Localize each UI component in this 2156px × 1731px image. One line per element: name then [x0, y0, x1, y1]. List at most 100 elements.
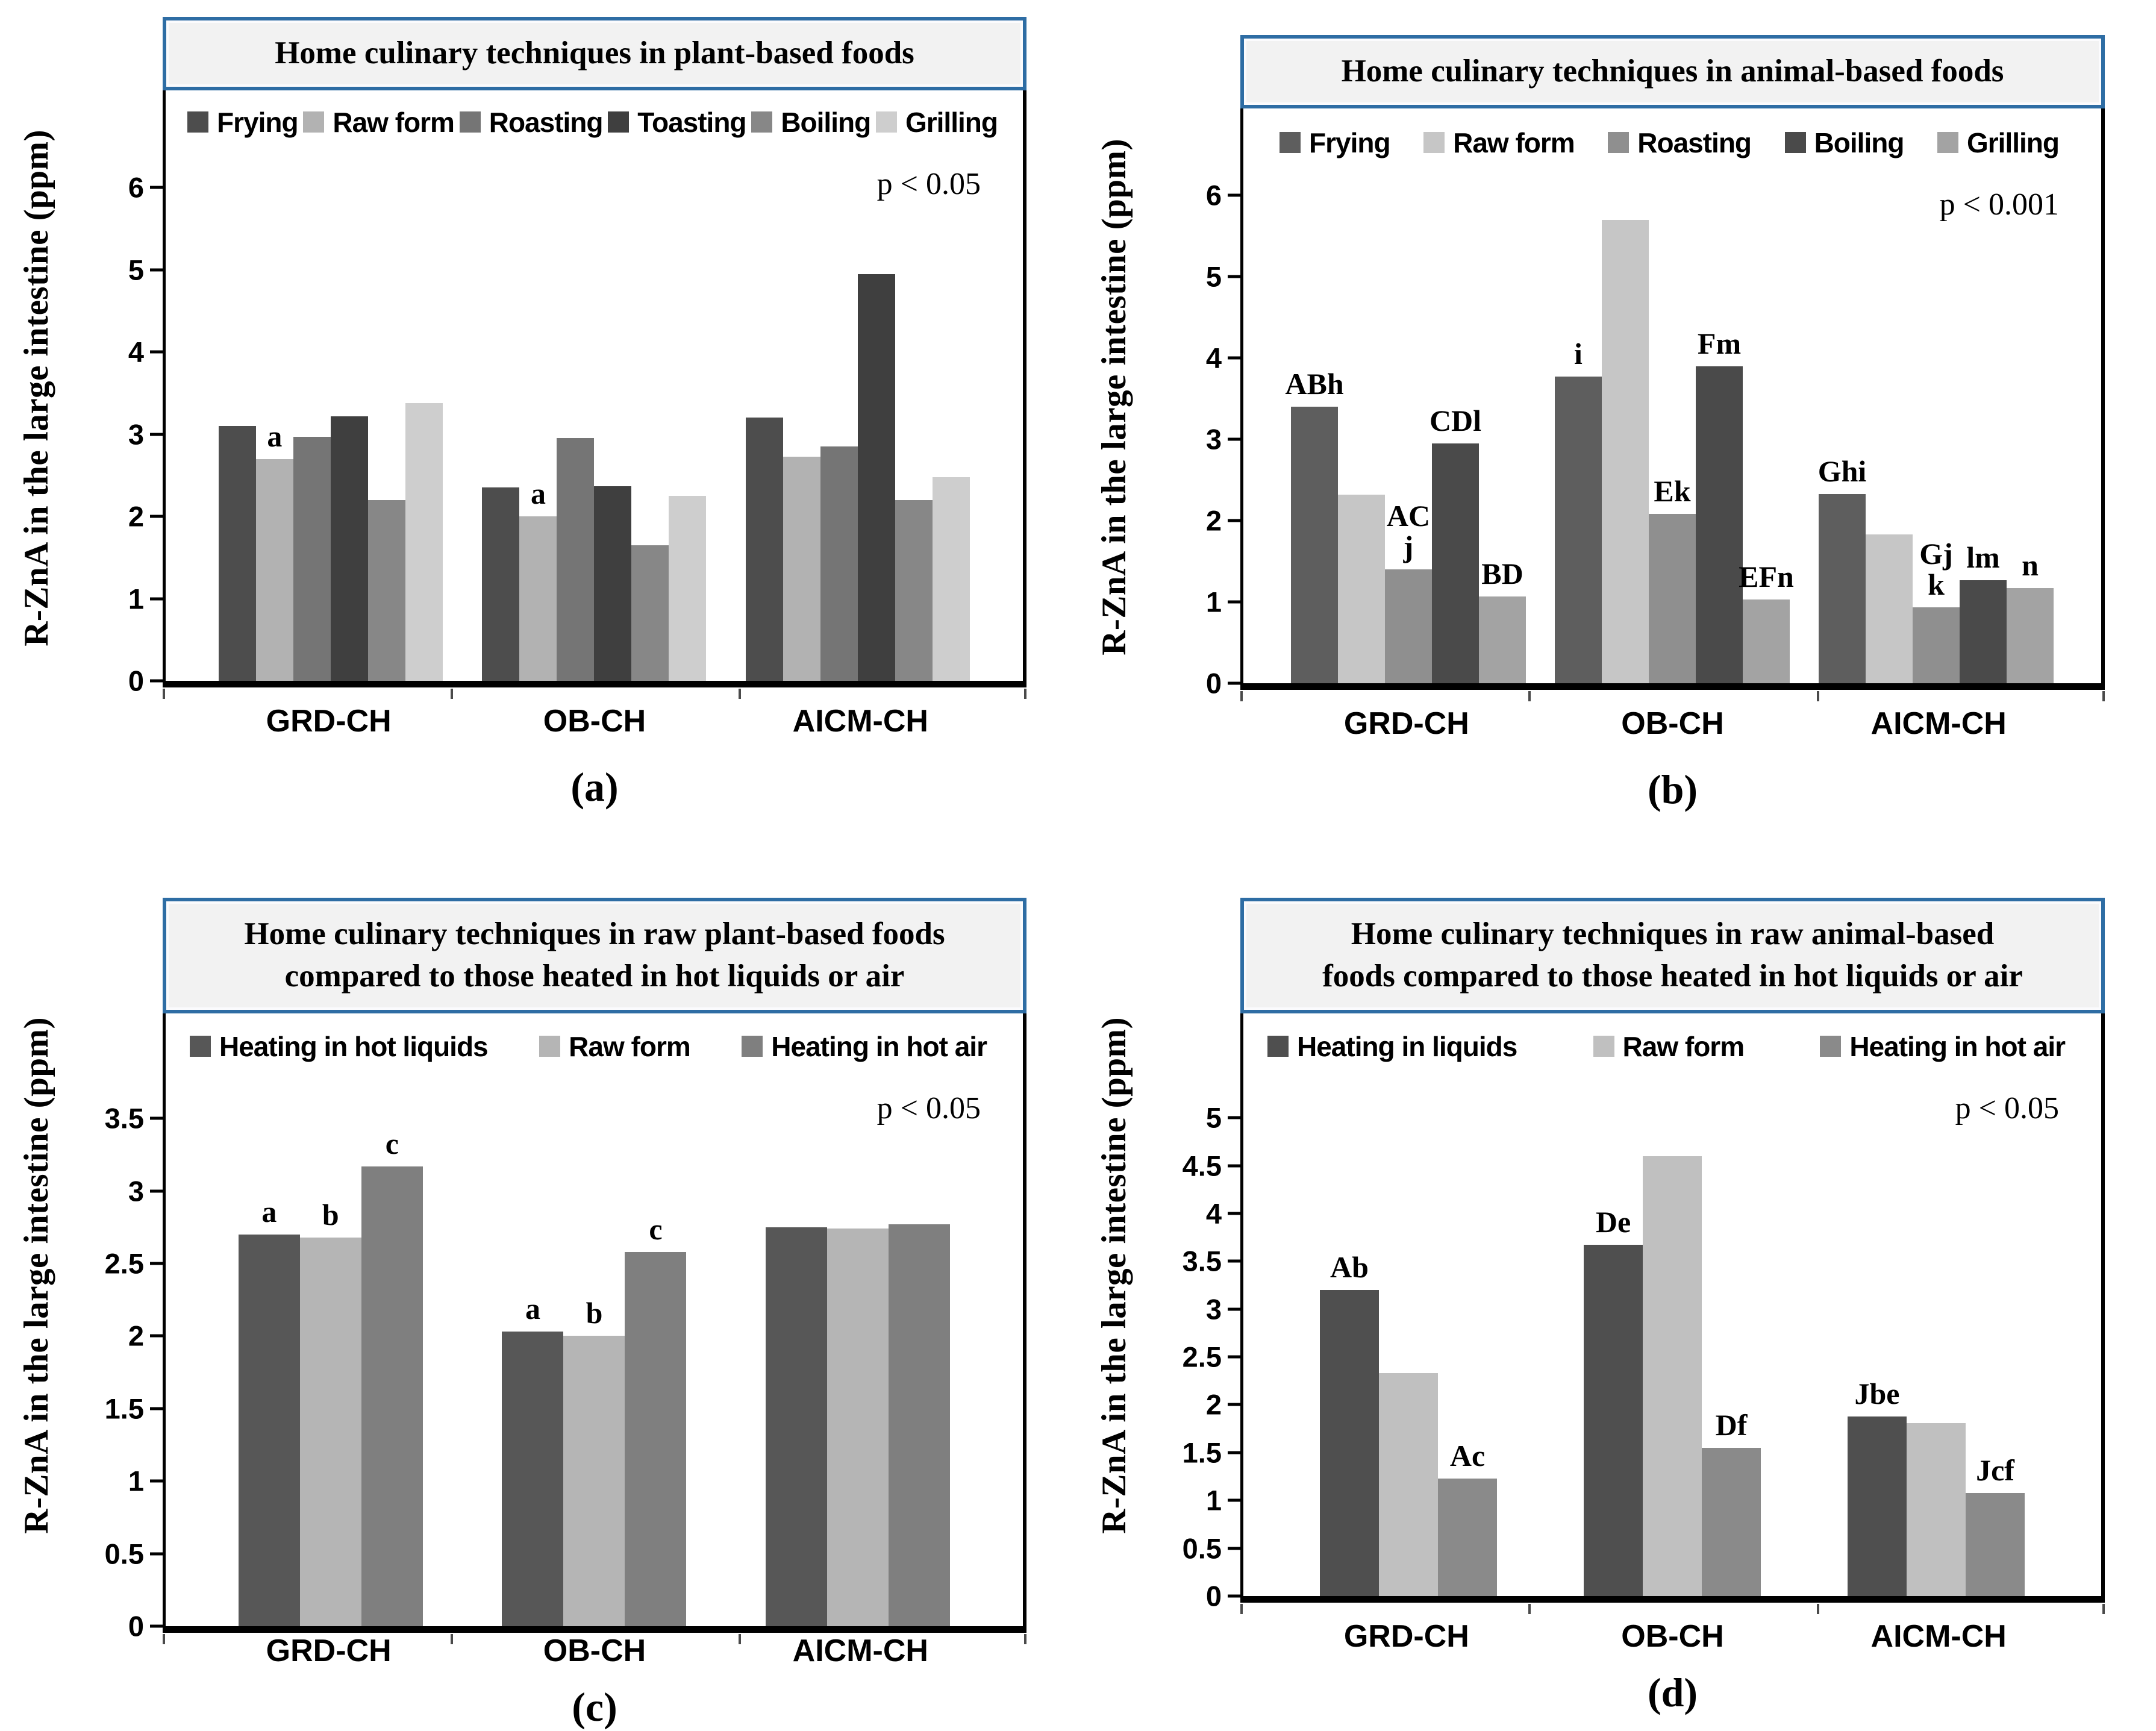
y-tick-mark	[1228, 356, 1243, 360]
y-tick-label: 6	[128, 171, 144, 204]
x-tick-mark	[1528, 690, 1531, 701]
y-axis-tick: 5	[1153, 260, 1243, 293]
panel-d: R-ZnA in the large intestine (ppm) Home …	[1078, 862, 2156, 1725]
bar	[557, 438, 595, 681]
legend-swatch	[875, 111, 897, 133]
y-axis-tick: 2	[1153, 1388, 1243, 1421]
chart-title-line: compared to those heated in hot liquids …	[284, 958, 905, 994]
y-tick-label: 1	[1205, 586, 1222, 618]
bar-group-OB-CH: a	[482, 151, 707, 681]
chart-title-box: Home culinary techniques in plant-based …	[163, 17, 1026, 90]
bar	[1866, 534, 1913, 683]
bar	[1379, 1373, 1438, 1596]
panel-b-main: Home culinary techniques in animal-based…	[1150, 35, 2156, 862]
significance-label: b	[586, 1296, 603, 1330]
panel-caption: (b)	[1647, 766, 1698, 812]
chart-title-box: Home culinary techniques in raw plant-ba…	[163, 898, 1026, 1013]
p-value-label: p < 0.05	[1955, 1091, 2059, 1125]
y-axis-tick: 3	[1153, 1292, 1243, 1326]
chart-title-box: Home culinary techniques in raw animal-b…	[1240, 898, 2105, 1013]
chart-legend: Heating in liquids Raw form Heating in hot…	[1243, 1013, 2101, 1066]
significance-label: a	[267, 419, 283, 453]
legend-label: Grilling	[1966, 127, 2060, 158]
y-tick-label: 4	[1205, 342, 1222, 374]
y-tick-label: 3	[128, 1175, 144, 1207]
legend-swatch	[190, 1036, 211, 1057]
legend-item: Frying	[1280, 127, 1391, 159]
panel-a-main: Home culinary techniques in plant-based …	[72, 17, 1078, 862]
legend-label: Frying	[217, 106, 299, 138]
legend-label: Grilling	[905, 106, 998, 138]
y-tick-label: 3	[1205, 1293, 1222, 1326]
bar	[482, 487, 520, 681]
legend-label: Heating in hot liquids	[219, 1030, 489, 1062]
y-axis-tick: 0.5	[75, 1537, 166, 1570]
legend-item: Boiling	[751, 106, 871, 139]
y-tick-mark	[150, 1116, 166, 1120]
chart-area: Heating in hot liquids Raw form Heating in…	[105, 1013, 1026, 1642]
legend-swatch	[1820, 1036, 1842, 1057]
bar: Df	[1702, 1409, 1761, 1596]
y-tick-label: 0	[128, 665, 144, 697]
y-tick-label: 0	[1205, 667, 1222, 700]
plot-area: p < 0.05 a b c a b c 0 0.5 1 1.5 2 2.5 3 3.5	[105, 1075, 1023, 1642]
y-axis-tick: 4.5	[1153, 1149, 1243, 1182]
y-tick-mark	[1228, 1594, 1243, 1598]
legend-item: Raw form	[1423, 127, 1575, 159]
bar-groups: ABh AC j CDl BD i Ek Fm EFn Ghi Gj k lm n	[1243, 171, 2101, 683]
y-axis-tick: 1	[75, 582, 166, 615]
plot-wrap: p < 0.001 ABh AC j CDl BD i Ek Fm EFn Ghi Gj k lm n…	[1206, 171, 2101, 700]
chart-area: Heating in liquids Raw form Heating in hot…	[1183, 1013, 2105, 1612]
y-axis-tick: 2	[75, 500, 166, 533]
legend-swatch	[1267, 1036, 1289, 1057]
y-tick-label: 3.5	[104, 1102, 144, 1135]
y-axis-tick: 6	[1153, 179, 1243, 212]
y-axis-tick: 3	[75, 418, 166, 451]
y-axis-tick: 1	[1153, 1484, 1243, 1517]
x-tick-mark	[1024, 1633, 1026, 1644]
bar	[889, 1224, 951, 1626]
bar-groups: Ab Ac De Df Jbe Jcf	[1243, 1075, 2101, 1596]
category-labels: GRD-CH OB-CH AICM-CH	[163, 1633, 1026, 1669]
significance-label: Fm	[1697, 326, 1742, 360]
bar	[1338, 494, 1385, 683]
y-tick-label: 5	[1205, 1101, 1222, 1134]
bar	[218, 426, 256, 681]
y-tick-label: 2.5	[1182, 1341, 1222, 1373]
y-tick-mark	[1228, 1259, 1243, 1263]
legend-label: Boiling	[1814, 127, 1905, 158]
legend-label: Boiling	[781, 106, 871, 138]
chart-legend: Heating in hot liquids Raw form Heating in…	[166, 1013, 1023, 1066]
y-tick-mark	[150, 679, 166, 683]
legend-item: Roasting	[1608, 127, 1752, 159]
bar: Jcf	[1966, 1454, 2025, 1596]
legend-label: Raw form	[333, 106, 455, 138]
y-tick-mark	[1228, 600, 1243, 604]
bar: b	[299, 1199, 361, 1626]
y-axis-tick: 3	[1153, 423, 1243, 456]
bar: c	[625, 1213, 687, 1626]
legend-swatch	[303, 111, 325, 133]
y-axis-tick: 4	[1153, 342, 1243, 375]
legend-label: Roasting	[489, 106, 604, 138]
legend-swatch	[608, 111, 630, 133]
y-tick-label: 6	[1205, 179, 1222, 211]
y-tick-label: 2	[128, 500, 144, 533]
bar: Gj k	[1913, 539, 1960, 683]
y-axis-tick: 2.5	[1153, 1341, 1243, 1374]
category-label: GRD-CH	[1343, 706, 1469, 741]
significance-label: a	[525, 1292, 540, 1326]
y-tick-label: 3	[128, 418, 144, 451]
y-axis-tick: 4	[1153, 1197, 1243, 1230]
bar: a	[519, 478, 557, 681]
y-tick-mark	[1228, 1212, 1243, 1215]
chart-area: Frying Raw form Roasting Boiling Grilling p …	[1206, 108, 2105, 700]
legend-swatch	[459, 111, 481, 133]
legend-label: Roasting	[1637, 127, 1752, 158]
bar	[858, 274, 896, 681]
legend-swatch	[1937, 132, 1958, 154]
y-axis-tick: 1.5	[75, 1392, 166, 1425]
bar	[631, 545, 669, 681]
